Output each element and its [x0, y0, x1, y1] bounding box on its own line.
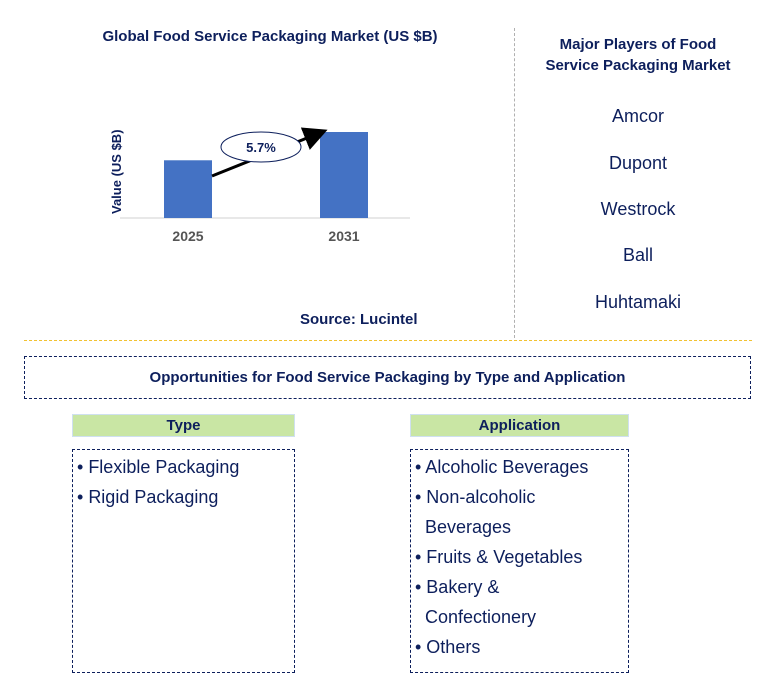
x-tick-label: 2031 — [328, 228, 359, 244]
horizontal-divider — [24, 340, 752, 341]
bar-chart: Value (US $B) 2025 2031 5.7% — [109, 127, 410, 244]
cagr-label: 5.7% — [246, 140, 276, 155]
list-item: • Alcoholic Beverages — [415, 457, 589, 477]
list-item: • Others — [415, 637, 481, 657]
chart-title: Global Food Service Packaging Market (US… — [102, 28, 438, 45]
y-axis-label: Value (US $B) — [109, 129, 124, 214]
list-item: • Bakery & — [415, 577, 500, 597]
type-header: Type — [72, 414, 295, 437]
opportunities-title: Opportunities for Food Service Packaging… — [24, 356, 751, 399]
players-title-line: Service Packaging Market — [545, 57, 731, 74]
player-item: Dupont — [608, 153, 668, 173]
application-list: • Alcoholic Beverages • Non-alcoholic Be… — [410, 449, 629, 673]
vertical-divider — [514, 28, 515, 338]
player-item: Westrock — [600, 199, 676, 219]
players-title-line: Major Players of Food — [559, 36, 717, 53]
player-item: Huhtamaki — [594, 292, 682, 312]
list-item: • Fruits & Vegetables — [415, 547, 583, 567]
type-list: • Flexible Packaging • Rigid Packaging — [72, 449, 295, 673]
player-item: Ball — [622, 245, 653, 265]
players-title: Major Players of Food Service Packaging … — [522, 34, 754, 76]
player-item: Amcor — [611, 106, 664, 126]
x-tick-label: 2025 — [172, 228, 203, 244]
cagr-ellipse — [220, 131, 302, 163]
list-item-continuation: Confectionery — [425, 607, 537, 627]
bar-2025 — [164, 160, 212, 218]
source-label: Source: Lucintel — [300, 311, 418, 328]
list-item-continuation: Beverages — [425, 517, 512, 537]
bar-2031 — [320, 132, 368, 218]
list-item: • Non-alcoholic — [415, 487, 536, 507]
application-header: Application — [410, 414, 629, 437]
list-item: • Rigid Packaging — [77, 487, 219, 507]
list-item: • Flexible Packaging — [77, 457, 240, 477]
